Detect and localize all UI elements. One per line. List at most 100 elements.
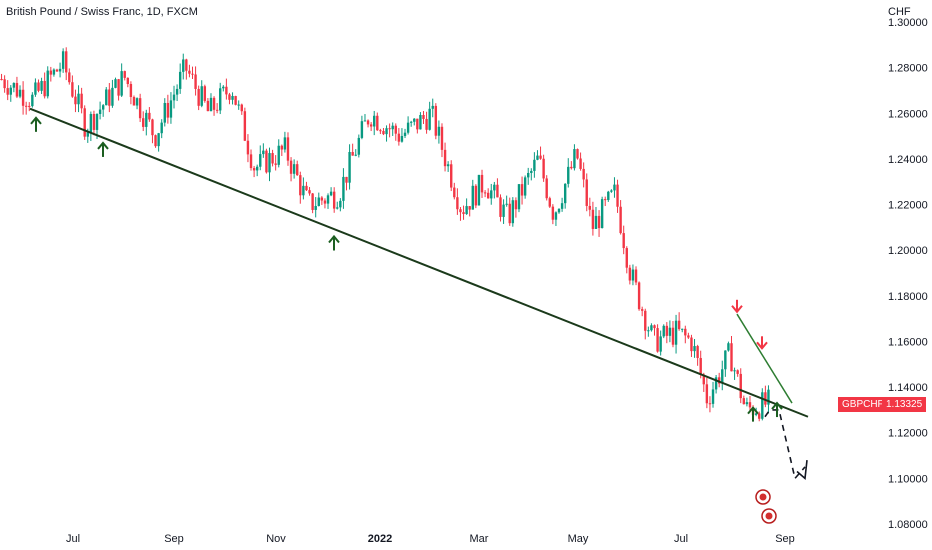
- up-arrow-head: [771, 401, 783, 410]
- candle-body: [191, 73, 194, 75]
- candle-body: [724, 350, 727, 370]
- candle-body: [644, 310, 647, 331]
- candle-body: [123, 71, 126, 78]
- candle-body: [604, 199, 607, 201]
- candle-body: [554, 212, 558, 220]
- candle-body: [545, 178, 548, 199]
- candle-body: [502, 204, 505, 217]
- candle-body: [382, 130, 385, 135]
- up-arrow-head: [328, 234, 340, 244]
- candle-body: [585, 179, 588, 206]
- event-icon-dot: [765, 512, 773, 520]
- x-tick-label: Jul: [66, 533, 80, 545]
- candle-body: [453, 187, 456, 198]
- down-arrow-head: [731, 305, 743, 314]
- candle-body: [169, 100, 173, 118]
- candle-body: [471, 185, 474, 210]
- candle-body: [37, 82, 40, 91]
- candle-body: [117, 79, 120, 96]
- candle-body: [406, 122, 410, 133]
- candle-body: [148, 112, 151, 120]
- candle-body: [764, 392, 767, 405]
- down-arrow-head: [756, 341, 768, 350]
- price-badge: 1.13325: [882, 397, 927, 412]
- candle-body: [21, 89, 25, 106]
- candle-body: [542, 158, 545, 179]
- candle-body: [594, 215, 598, 229]
- candle-body: [530, 170, 533, 173]
- candle-body: [499, 197, 502, 217]
- candle-body: [579, 158, 582, 169]
- candle-body: [748, 402, 752, 408]
- candle-body: [477, 174, 481, 206]
- candle-body: [28, 105, 31, 107]
- candle-body: [135, 98, 139, 106]
- candle-body: [114, 79, 117, 88]
- candle-body: [767, 389, 770, 405]
- candle-body: [517, 184, 521, 210]
- candle-body: [711, 389, 715, 404]
- candle-body: [699, 357, 702, 375]
- candle-body: [653, 325, 656, 329]
- candle-body: [296, 164, 299, 176]
- candle-body: [351, 152, 354, 156]
- candle-body: [456, 197, 459, 210]
- forecast-arrowhead: [796, 460, 808, 480]
- candle-body: [440, 126, 444, 150]
- y-tick-label: 1.18000: [888, 291, 928, 303]
- x-tick-label: Nov: [266, 533, 286, 545]
- candle-body: [450, 164, 453, 188]
- candle-body: [754, 413, 758, 415]
- forecast-path: [764, 409, 806, 481]
- candle-body: [533, 159, 536, 171]
- y-tick-label: 1.28000: [888, 63, 928, 75]
- candle-body: [98, 109, 102, 115]
- candle-body: [431, 105, 434, 109]
- candle-body: [693, 346, 696, 352]
- candle-body: [105, 89, 108, 106]
- candle-body: [373, 115, 376, 127]
- candle-body: [175, 88, 179, 95]
- candle-body: [385, 128, 388, 135]
- candle-body: [132, 97, 136, 106]
- candle-body: [126, 77, 130, 84]
- candle-body: [166, 102, 170, 118]
- candle-body: [597, 215, 601, 229]
- candle-body: [283, 137, 287, 150]
- candle-body: [9, 87, 12, 95]
- candle-body: [225, 86, 228, 95]
- candle-body: [240, 104, 243, 112]
- symbol-badge: GBPCHF: [838, 397, 888, 412]
- candle-body: [600, 199, 604, 229]
- candle-body: [317, 197, 320, 206]
- candle-body: [357, 137, 361, 155]
- candle-body: [92, 113, 96, 130]
- candle-body: [403, 132, 407, 136]
- candle-body: [215, 109, 219, 111]
- candle-body: [523, 177, 527, 196]
- up-arrow-head: [97, 141, 109, 150]
- candle-body: [31, 94, 34, 107]
- candle-body: [480, 174, 484, 193]
- support-trendline: [29, 107, 809, 418]
- candle-body: [388, 128, 391, 130]
- candle-body: [758, 413, 761, 419]
- candle-body: [345, 176, 348, 183]
- candle-body: [514, 200, 518, 210]
- candle-body: [265, 150, 268, 173]
- candle-body: [379, 130, 382, 132]
- candle-body: [733, 370, 736, 372]
- candle-body: [212, 97, 216, 110]
- candle-body: [413, 118, 416, 122]
- candle-body: [77, 93, 80, 105]
- candle-body: [647, 330, 650, 332]
- candle-body: [58, 68, 62, 72]
- candle-body: [696, 346, 699, 358]
- candle-body: [459, 209, 462, 213]
- candle-body: [274, 163, 277, 165]
- candle-body: [18, 89, 22, 97]
- candle-body: [490, 190, 493, 199]
- candle-body: [68, 72, 71, 83]
- candle-body: [302, 185, 305, 196]
